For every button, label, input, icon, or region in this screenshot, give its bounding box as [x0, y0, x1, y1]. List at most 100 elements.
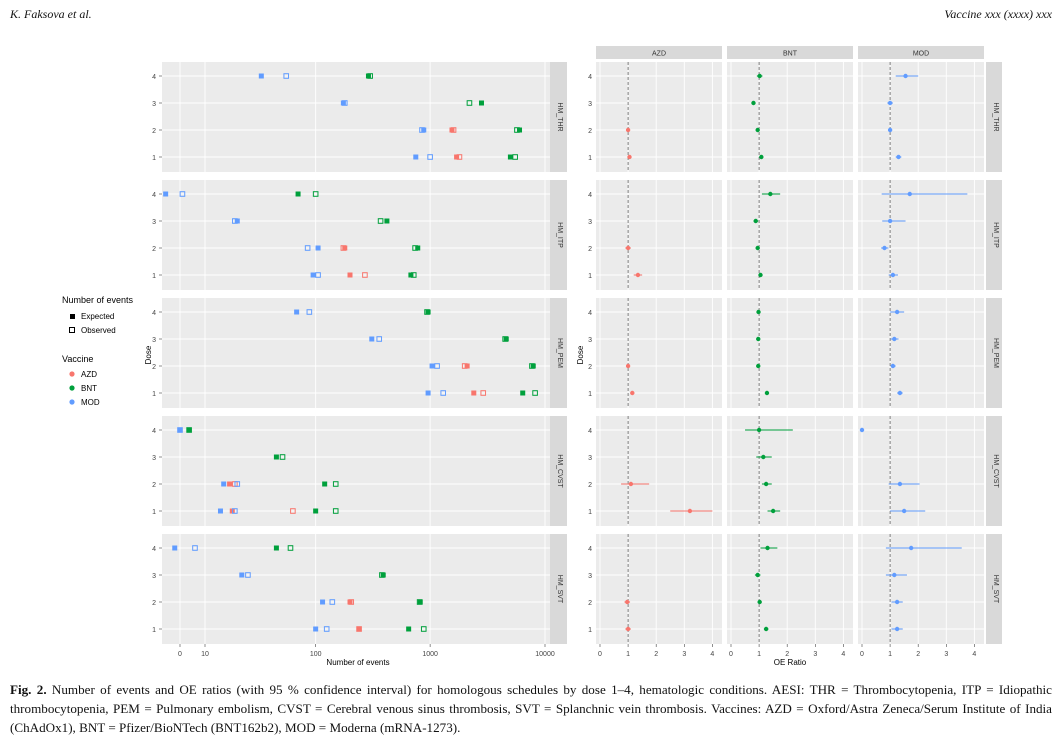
- oe-point-mod: [890, 272, 896, 278]
- oe-point-mod: [908, 545, 914, 551]
- dose-tick-label: 1: [588, 509, 592, 516]
- dose-tick-label: 2: [588, 482, 592, 489]
- observed-point-azd: [480, 390, 487, 396]
- dose-tick-label: 1: [588, 627, 592, 634]
- legend-azd-marker: [69, 371, 75, 377]
- oe-point-azd: [687, 508, 693, 514]
- panel-HM_THR-MOD: [858, 62, 984, 172]
- oe-point-bnt: [756, 427, 762, 433]
- observed-point-azd: [362, 272, 368, 278]
- y-axis-title: Dose: [576, 345, 585, 364]
- facet-label-HM_THR: HM_THR: [992, 102, 999, 131]
- x-tick-label: 2: [785, 651, 789, 658]
- oe-point-bnt: [755, 245, 760, 251]
- observed-point-azd: [290, 508, 296, 514]
- oe-point-mod: [897, 390, 903, 396]
- dose-tick-label: 4: [152, 546, 156, 553]
- panel-HM_CVST: [162, 416, 550, 526]
- expected-point-mod: [310, 272, 316, 278]
- dose-tick-label: 3: [588, 573, 592, 580]
- oe-point-mod: [859, 427, 865, 433]
- expected-point-azd: [454, 154, 460, 160]
- oe-point-bnt: [764, 390, 770, 396]
- expected-point-mod: [217, 508, 223, 514]
- expected-point-bnt: [406, 626, 412, 632]
- expected-point-bnt: [520, 390, 526, 396]
- dose-tick-label: 2: [152, 364, 156, 371]
- observed-point-bnt: [412, 245, 418, 251]
- facet-label-HM_CVST: HM_CVST: [556, 454, 563, 488]
- expected-point-bnt: [186, 427, 192, 433]
- oe-point-azd: [628, 481, 634, 487]
- oe-point-mod: [903, 73, 908, 79]
- dose-tick-label: 2: [588, 364, 592, 371]
- panel-HM_SVT-BNT: [727, 534, 853, 644]
- expected-point-bnt: [384, 218, 390, 224]
- facet-label-HM_PEM: HM_PEM: [556, 338, 563, 368]
- oe-point-mod: [894, 599, 900, 605]
- facet-label-HM_THR: HM_THR: [556, 102, 563, 131]
- x-tick-label: 3: [944, 651, 948, 658]
- oe-point-mod: [887, 127, 893, 133]
- x-tick-label: 1: [626, 651, 630, 658]
- panel-HM_THR-BNT: [727, 62, 853, 172]
- observed-point-bnt: [410, 272, 417, 278]
- observed-point-bnt: [332, 481, 339, 487]
- legend-mod-label: MOD: [81, 398, 100, 407]
- oe-point-bnt: [757, 73, 762, 79]
- facet-strip-HM_CVST: [986, 416, 1002, 526]
- expected-point-bnt: [322, 481, 328, 487]
- observed-point-azd: [456, 154, 463, 160]
- facet-strip-HM_PEM: [550, 298, 567, 408]
- facet-strip-HM_PEM: [986, 298, 1002, 408]
- x-tick-label: 2: [654, 651, 658, 658]
- expected-point-azd: [347, 599, 353, 605]
- panel-HM_PEM-MOD: [858, 298, 984, 408]
- oe-point-mod: [907, 191, 912, 197]
- panel-HM_SVT-AZD: [596, 534, 722, 644]
- dose-tick-label: 2: [152, 128, 156, 135]
- expected-point-mod: [239, 572, 245, 578]
- dose-tick-label: 3: [152, 337, 156, 344]
- oe-point-bnt: [758, 272, 763, 278]
- expected-point-bnt: [380, 572, 386, 578]
- x-tick-label: 4: [972, 651, 976, 658]
- oe-point-bnt: [759, 154, 764, 160]
- expected-point-azd: [347, 272, 353, 278]
- panel-HM_THR: [162, 62, 550, 172]
- observed-point-bnt: [186, 427, 192, 433]
- observed-point-bnt: [512, 154, 518, 160]
- facet-label-HM_CVST: HM_CVST: [992, 454, 999, 488]
- expected-point-mod: [177, 427, 183, 433]
- expected-point-mod: [340, 100, 346, 106]
- expected-point-mod: [413, 154, 419, 160]
- legend-azd-label: AZD: [81, 370, 97, 379]
- observed-point-bnt: [529, 363, 535, 369]
- observed-point-mod: [192, 545, 198, 551]
- dose-tick-label: 4: [152, 310, 156, 317]
- oe-point-mod: [892, 572, 897, 578]
- observed-point-mod: [323, 626, 330, 632]
- expected-point-mod: [221, 481, 227, 487]
- oe-point-azd: [635, 272, 641, 278]
- observed-point-bnt: [514, 127, 520, 133]
- dose-tick-label: 3: [588, 455, 592, 462]
- expected-point-azd: [356, 626, 362, 632]
- oe-point-azd: [625, 599, 630, 605]
- expected-point-bnt: [425, 309, 431, 315]
- dose-tick-label: 2: [588, 600, 592, 607]
- expected-point-bnt: [408, 272, 414, 278]
- observed-point-mod: [283, 73, 290, 79]
- observed-point-bnt: [332, 508, 339, 514]
- column-strip-AZD: [596, 46, 722, 59]
- expected-point-bnt: [503, 336, 509, 342]
- x-tick-label: 0: [178, 651, 182, 658]
- panel-HM_PEM-BNT: [727, 298, 853, 408]
- expected-point-mod: [163, 191, 169, 197]
- facet-label-HM_SVT: HM_SVT: [556, 575, 563, 604]
- dose-tick-label: 4: [152, 192, 156, 199]
- panel-HM_CVST-MOD: [858, 416, 984, 526]
- observed-point-bnt: [312, 191, 319, 197]
- caption-label: Fig. 2.: [10, 682, 47, 697]
- expected-point-mod: [421, 127, 427, 133]
